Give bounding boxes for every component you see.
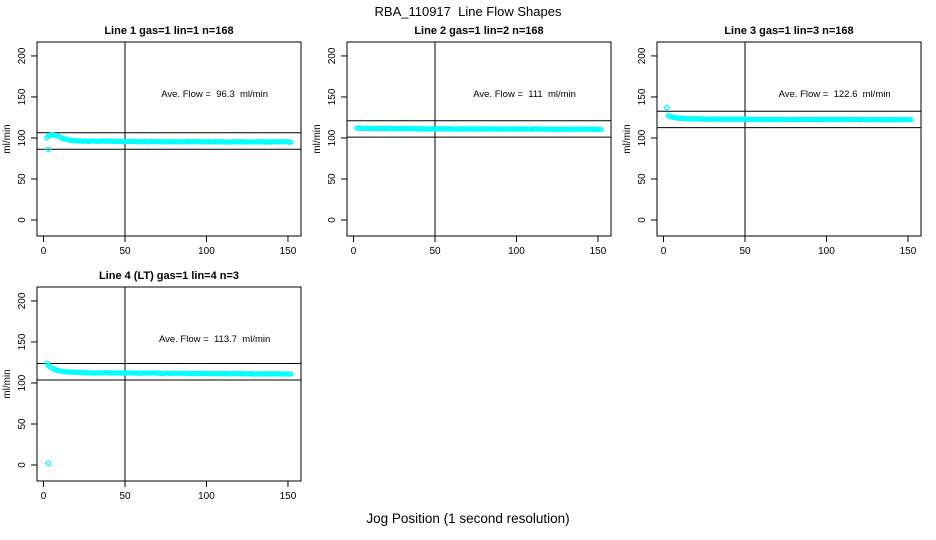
ave-flow-annotation: Ave. Flow = 111 ml/min xyxy=(473,89,576,100)
y-tick-label: 200 xyxy=(17,47,28,64)
panel-title: Line 4 (LT) gas=1 lin=4 n=3 xyxy=(99,270,239,282)
ave-flow-annotation: Ave. Flow = 113.7 ml/min xyxy=(159,334,270,345)
x-tick-label: 150 xyxy=(590,246,607,257)
plot-box xyxy=(36,286,302,482)
panel-1: 0 50 100 150 0 50 100 150 200 ml/min Line 1 gas=1 … xyxy=(2,25,302,257)
outlier-point xyxy=(45,146,52,153)
panel-title: Line 2 gas=1 lin=2 n=168 xyxy=(414,25,543,37)
y-tick-label: 0 xyxy=(17,462,28,468)
data-series xyxy=(665,112,914,123)
y-tick-label: 100 xyxy=(17,129,28,146)
plot-box xyxy=(36,41,302,237)
x-tick-label: 100 xyxy=(198,246,215,257)
panel-title: Line 1 gas=1 lin=1 n=168 xyxy=(104,25,233,37)
y-tick-label: 0 xyxy=(637,217,648,223)
outlier-point xyxy=(45,460,52,467)
y-axis-label: ml/min xyxy=(312,124,323,153)
data-series xyxy=(354,125,604,133)
y-tick-label: 50 xyxy=(637,173,648,185)
data-point xyxy=(288,139,294,145)
chart-title: RBA_110917 Line Flow Shapes xyxy=(374,4,562,19)
panel-3: 0 50 100 150 0 50 100 150 200 ml/min Line 3 gas=1 … xyxy=(622,25,922,257)
y-tick-label: 200 xyxy=(327,47,338,64)
x-tick-label: 0 xyxy=(41,491,47,502)
data-series xyxy=(44,360,294,377)
y-tick-label: 150 xyxy=(637,88,648,105)
panel-2: 0 50 100 150 0 50 100 150 200 ml/min Line 2 gas=1 … xyxy=(312,25,612,257)
ave-flow-annotation: Ave. Flow = 96.3 ml/min xyxy=(161,89,268,100)
y-tick-label: 50 xyxy=(327,173,338,185)
y-tick-label: 150 xyxy=(17,333,28,350)
x-tick-label: 100 xyxy=(508,246,525,257)
x-tick-label: 50 xyxy=(739,246,751,257)
y-tick-label: 200 xyxy=(17,292,28,309)
x-tick-label: 50 xyxy=(119,491,131,502)
y-axis-label: ml/min xyxy=(2,124,13,153)
panel-4: 0 50 100 150 0 50 100 150 200 ml/min Line 4 (LT) g… xyxy=(2,270,302,502)
plot-box xyxy=(346,41,612,237)
y-tick-label: 100 xyxy=(327,129,338,146)
data-point xyxy=(598,126,604,133)
x-tick-label: 150 xyxy=(900,246,917,257)
data-point xyxy=(288,371,294,377)
y-tick-label: 100 xyxy=(637,129,648,146)
x-tick-label: 150 xyxy=(280,491,297,502)
outlier-point xyxy=(663,104,670,111)
x-tick-label: 0 xyxy=(351,246,357,257)
plot-box xyxy=(656,41,922,237)
y-axis-label: ml/min xyxy=(622,124,633,153)
y-tick-label: 0 xyxy=(17,217,28,223)
y-tick-label: 150 xyxy=(327,88,338,105)
data-point xyxy=(908,117,914,123)
y-axis-label: ml/min xyxy=(2,369,13,398)
data-series xyxy=(44,132,294,145)
y-tick-label: 50 xyxy=(17,173,28,185)
x-tick-label: 50 xyxy=(429,246,441,257)
ave-flow-annotation: Ave. Flow = 122.6 ml/min xyxy=(779,89,891,100)
y-tick-label: 0 xyxy=(327,217,338,223)
x-tick-label: 0 xyxy=(41,246,47,257)
x-tick-label: 50 xyxy=(119,246,131,257)
x-tick-label: 100 xyxy=(818,246,835,257)
panel-title: Line 3 gas=1 lin=3 n=168 xyxy=(724,25,853,37)
x-axis-label: Jog Position (1 second resolution) xyxy=(366,511,570,526)
y-tick-label: 100 xyxy=(17,374,28,391)
x-tick-label: 100 xyxy=(198,491,215,502)
x-tick-label: 0 xyxy=(661,246,667,257)
y-tick-label: 50 xyxy=(17,418,28,430)
x-tick-label: 150 xyxy=(280,246,297,257)
y-tick-label: 150 xyxy=(17,88,28,105)
y-tick-label: 200 xyxy=(637,47,648,64)
